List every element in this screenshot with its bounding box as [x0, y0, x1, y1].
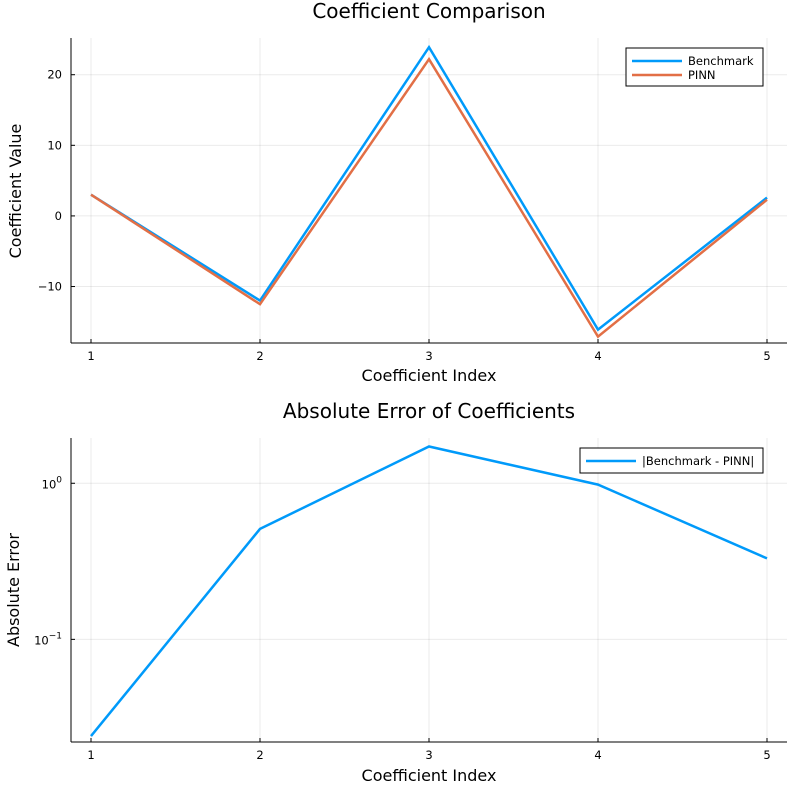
y-tick-label: 0: [55, 209, 62, 223]
y-tick-label: 20: [47, 68, 62, 82]
x-tick-label: 1: [87, 349, 94, 363]
y-tick-label: 10−1: [34, 631, 62, 647]
y-axis-label: Absolute Error: [4, 533, 23, 647]
x-tick-label: 4: [594, 748, 601, 762]
x-tick-label: 2: [256, 748, 263, 762]
y-ticks: −10 0 10 20: [38, 68, 75, 294]
legend-label-abs-error: |Benchmark - PINN|: [642, 454, 754, 468]
x-tick-label: 3: [425, 748, 432, 762]
x-tick-label: 2: [256, 349, 263, 363]
chart-coefficient-comparison: Coefficient Comparison 1 2 3 4 5 −10 0 10 20 Co…: [6, 0, 787, 385]
y-tick-label: 100: [42, 475, 63, 491]
x-tick-label: 1: [87, 748, 94, 762]
y-ticks: 10−1 100: [34, 475, 75, 647]
legend: |Benchmark - PINN|: [579, 447, 764, 474]
x-axis-label: Coefficient Index: [362, 366, 497, 385]
series-lines: [90, 44, 768, 339]
legend-box: [625, 47, 764, 87]
y-axis-label: Coefficient Value: [6, 124, 25, 259]
series-line-pinn: [90, 56, 768, 339]
chart-title: Absolute Error of Coefficients: [283, 399, 575, 423]
chart-title: Coefficient Comparison: [312, 0, 545, 23]
legend-label-pinn: PINN: [688, 68, 716, 82]
series-lines: [90, 445, 768, 737]
series-line-benchmark: [90, 44, 768, 332]
series-line-benchmark-pinn: [90, 445, 768, 737]
x-tick-label: 4: [594, 349, 601, 363]
y-tick-label: 10: [47, 138, 62, 152]
legend: Benchmark PINN: [625, 47, 764, 87]
x-axis-label: Coefficient Index: [362, 766, 497, 785]
grid: [71, 438, 787, 742]
x-tick-label: 5: [763, 349, 770, 363]
x-ticks: 1 2 3 4 5: [87, 339, 771, 363]
x-tick-label: 3: [425, 349, 432, 363]
legend-label-benchmark: Benchmark: [688, 54, 754, 68]
x-ticks: 1 2 3 4 5: [87, 738, 771, 762]
chart-absolute-error: Absolute Error of Coefficients 1 2 3 4 5 10−…: [4, 399, 787, 785]
x-tick-label: 5: [763, 748, 770, 762]
y-tick-label: −10: [38, 280, 62, 294]
